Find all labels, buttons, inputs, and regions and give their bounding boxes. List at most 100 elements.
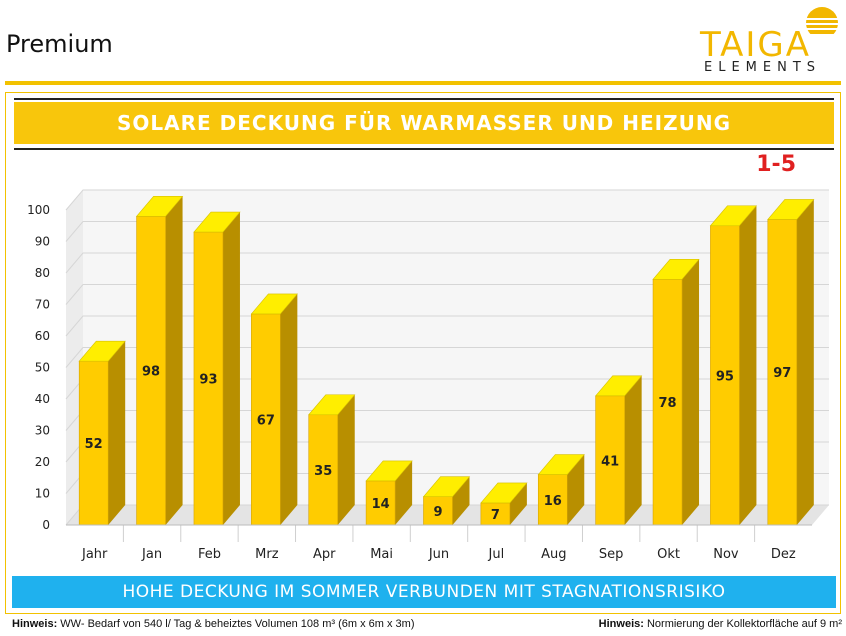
note-right: Hinweis: Normierung der Kollektorfläche … (599, 618, 842, 630)
x-tick-label: Nov (713, 547, 739, 562)
logo-wordmark: TAIGA (700, 25, 812, 65)
y-tick-label: 90 (35, 235, 50, 249)
gridline (65, 189, 829, 211)
bar-top (480, 482, 528, 504)
bar (767, 219, 798, 526)
bar-top (78, 340, 126, 362)
data-label: 7 (491, 508, 500, 523)
x-tick-label: Mai (370, 547, 393, 562)
bar-top (595, 375, 643, 397)
y-tick-label: 80 (35, 266, 50, 280)
data-label: 78 (658, 396, 676, 411)
note-left-label: Hinweis: (12, 618, 58, 630)
y-tick-label: 70 (35, 298, 50, 312)
data-label: 41 (601, 454, 619, 469)
bar (193, 231, 224, 526)
footer-banner-text: HOHE DECKUNG IM SOMMER VERBUNDEN MIT STA… (122, 582, 726, 602)
bar-side (222, 212, 240, 526)
y-tick-label: 50 (35, 361, 50, 375)
note-right-label: Hinweis: (598, 618, 644, 630)
bar (537, 474, 568, 526)
scenario-badge: 1-5 (756, 152, 796, 177)
header-rule (5, 81, 841, 85)
bar-side (682, 259, 700, 525)
y-tick-label: 10 (35, 487, 50, 501)
x-tick-label: Feb (198, 547, 221, 562)
y-tick-label: 0 (42, 518, 50, 532)
y-tick-label: 20 (35, 455, 50, 469)
y-tick-label: 60 (35, 329, 50, 343)
bar-side (337, 394, 355, 525)
bar (652, 278, 683, 526)
taiga-elements-logo: TAIGA ELEMENTS (700, 2, 842, 78)
gridline (65, 347, 829, 368)
data-label: 67 (257, 413, 275, 428)
logo-subtitle: ELEMENTS (704, 60, 822, 75)
bar-top (308, 394, 356, 416)
bar-side (796, 199, 814, 525)
bar-top (193, 211, 241, 233)
x-tick-label: Sep (599, 547, 624, 562)
bar-top (652, 258, 700, 280)
y-tick-label: 100 (27, 203, 50, 217)
data-label: 95 (716, 369, 734, 384)
data-label: 9 (433, 505, 442, 520)
bar-side (624, 375, 642, 525)
data-label: 97 (773, 366, 791, 381)
content-frame (5, 92, 841, 614)
y-tick-label: 40 (35, 392, 50, 406)
note-left: Hinweis: WW- Bedarf von 540 l/ Tag & beh… (12, 618, 414, 630)
bar-top (767, 199, 815, 220)
bar-side (567, 454, 585, 525)
data-label: 35 (314, 464, 332, 479)
banner-bottom-rule (14, 148, 834, 150)
bar-side (108, 341, 126, 525)
bar-side (452, 476, 470, 525)
bar (251, 313, 281, 526)
gridline (65, 315, 829, 337)
x-tick-label: Jun (428, 547, 449, 562)
data-label: 52 (85, 437, 103, 452)
bar (78, 360, 109, 526)
gridline (65, 284, 829, 305)
bar-side (739, 205, 757, 525)
bar-top (250, 293, 298, 315)
gridline (65, 221, 829, 242)
x-tick-label: Okt (657, 547, 680, 562)
x-tick-label: Jan (141, 547, 162, 562)
bar (710, 225, 740, 526)
page-title: Premium (6, 30, 113, 58)
chart-title-banner: SOLARE DECKUNG FÜR WARMASSER UND HEIZUNG (14, 102, 834, 144)
bar-top (537, 454, 585, 475)
bar-side (509, 482, 527, 525)
y-tick-label: 30 (35, 424, 50, 438)
bar-side (280, 293, 298, 525)
data-label: 98 (142, 365, 160, 380)
bar-top (135, 196, 184, 217)
bar-top (365, 460, 413, 482)
bar-top (422, 476, 471, 497)
x-tick-label: Mrz (255, 547, 279, 562)
note-left-text: WW- Bedarf von 540 l/ Tag & beheiztes Vo… (60, 618, 415, 630)
bar-side (395, 460, 413, 525)
bar (136, 216, 166, 526)
bar-side (165, 196, 183, 526)
data-label: 93 (199, 373, 217, 388)
chart-title: SOLARE DECKUNG FÜR WARMASSER UND HEIZUNG (116, 111, 731, 135)
data-label: 16 (544, 494, 562, 509)
x-tick-label: Jahr (81, 547, 108, 562)
bar (595, 395, 625, 526)
x-tick-label: Aug (541, 547, 566, 562)
sun-logo-icon (802, 7, 842, 42)
footer-banner: HOHE DECKUNG IM SOMMER VERBUNDEN MIT STA… (12, 576, 836, 608)
x-tick-label: Apr (313, 547, 336, 562)
gridline (65, 252, 829, 274)
x-tick-label: Jul (488, 547, 505, 562)
data-label: 14 (372, 497, 390, 512)
note-right-text: Normierung der Kollektorfläche auf 9 m² (646, 618, 842, 630)
bar (365, 480, 396, 526)
bar-top (709, 205, 758, 227)
banner-top-rule (14, 98, 834, 100)
x-tick-label: Dez (771, 547, 796, 562)
